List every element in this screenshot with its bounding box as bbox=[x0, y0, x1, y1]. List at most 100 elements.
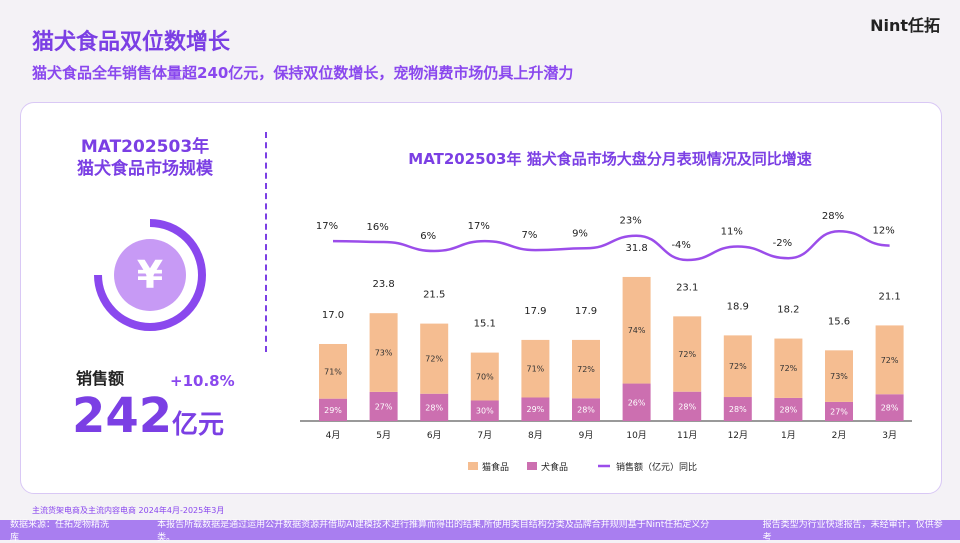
bar-cat bbox=[521, 339, 550, 398]
label-cat-share: 72% bbox=[577, 365, 595, 374]
line-yoy bbox=[332, 229, 890, 262]
bar-dog bbox=[825, 401, 853, 421]
label-dog-share: 29% bbox=[527, 405, 545, 414]
x-tick-label: 10月 bbox=[626, 430, 646, 441]
x-tick-label: 8月 bbox=[528, 430, 543, 441]
bar-cat bbox=[723, 335, 752, 398]
x-tick-label: 5月 bbox=[376, 430, 391, 441]
label-cat-share: 72% bbox=[678, 350, 696, 359]
svg-text:¥: ¥ bbox=[137, 253, 163, 297]
label-cat-share: 71% bbox=[324, 367, 342, 376]
label-dog-share: 26% bbox=[628, 398, 646, 407]
label-cat-share: 73% bbox=[375, 349, 393, 358]
bar-dog bbox=[470, 400, 499, 421]
label-yoy: -4% bbox=[671, 240, 690, 251]
x-tick-label: 11月 bbox=[677, 430, 697, 441]
label-total: 17.9 bbox=[524, 306, 546, 317]
market-size-title: MAT202503年 猫犬食品市场规模 bbox=[40, 136, 250, 180]
label-dog-share: 28% bbox=[729, 405, 747, 414]
divider bbox=[265, 132, 267, 352]
bar-dog bbox=[420, 393, 449, 421]
sales-value: 242 bbox=[72, 388, 173, 444]
label-yoy: 9% bbox=[572, 228, 588, 239]
label-total: 18.9 bbox=[727, 301, 749, 312]
bar-cat bbox=[319, 343, 347, 399]
label-cat-share: 71% bbox=[527, 365, 545, 374]
title-line-2: 猫犬食品市场规模 bbox=[77, 159, 213, 179]
label-dog-share: 28% bbox=[881, 404, 899, 413]
title-line-1: MAT202503年 bbox=[80, 137, 210, 157]
footer-disclaimer: 本报告所载数据是通过运用公开数据资源并借助AI建模技术进行推算而得出的结果,所使… bbox=[157, 520, 710, 543]
label-dog-share: 27% bbox=[375, 402, 393, 411]
label-yoy: 16% bbox=[366, 222, 388, 233]
bar-cat bbox=[825, 350, 853, 402]
label-total: 21.5 bbox=[423, 290, 445, 301]
label-yoy: 23% bbox=[619, 216, 641, 227]
label-cat-share: 72% bbox=[881, 356, 899, 365]
label-dog-share: 28% bbox=[577, 406, 595, 415]
chart-title: MAT202503年 猫犬食品市场大盘分月表现情况及同比增速 bbox=[408, 150, 812, 168]
label-yoy: 11% bbox=[721, 227, 743, 238]
label-total: 15.6 bbox=[828, 316, 850, 327]
bar-dog bbox=[369, 391, 398, 421]
label-dog-share: 27% bbox=[830, 407, 848, 416]
legend-label-cat: 猫食品 bbox=[482, 461, 509, 473]
bar-dog bbox=[774, 397, 803, 421]
legend-swatch-dog bbox=[527, 462, 537, 470]
label-yoy: 6% bbox=[420, 231, 436, 242]
x-tick-label: 4月 bbox=[326, 430, 341, 441]
label-total: 17.0 bbox=[322, 310, 344, 321]
x-tick-label: 6月 bbox=[427, 430, 442, 441]
sales-label: 销售额 bbox=[76, 369, 125, 388]
label-cat-share: 70% bbox=[476, 373, 494, 382]
x-tick-label: 12月 bbox=[728, 430, 748, 441]
label-total: 31.8 bbox=[625, 243, 647, 254]
bar-dog bbox=[572, 398, 600, 421]
bar-dog bbox=[521, 397, 550, 421]
x-tick-label: 1月 bbox=[781, 430, 796, 441]
page-title: 猫犬食品双位数增长 bbox=[32, 30, 231, 55]
bar-cat bbox=[774, 338, 803, 398]
bar-dog bbox=[723, 397, 752, 421]
label-yoy: 17% bbox=[468, 221, 490, 232]
label-cat-share: 72% bbox=[780, 364, 798, 373]
footer: 数据来源：任拓宠物精洗库 本报告所载数据是通过运用公开数据资源并借助AI建模技术… bbox=[0, 520, 960, 543]
bar-dog bbox=[622, 383, 651, 421]
label-dog-share: 30% bbox=[476, 407, 494, 416]
x-tick-label: 7月 bbox=[477, 430, 492, 441]
label-total: 23.8 bbox=[372, 279, 394, 290]
label-yoy: 12% bbox=[872, 226, 894, 237]
label-total: 15.1 bbox=[474, 319, 496, 330]
label-yoy: 7% bbox=[521, 230, 537, 241]
label-cat-share: 72% bbox=[729, 362, 747, 371]
bar-cat bbox=[369, 313, 398, 392]
label-cat-share: 73% bbox=[830, 372, 848, 381]
growth-rate: +10.8% bbox=[170, 372, 235, 390]
label-dog-share: 29% bbox=[324, 406, 342, 415]
sales-unit: 亿元 bbox=[172, 410, 225, 440]
label-cat-share: 74% bbox=[628, 326, 646, 335]
bar-cat bbox=[572, 339, 600, 399]
label-dog-share: 28% bbox=[780, 405, 798, 414]
legend-label-yoy: 销售额（亿元）同比 bbox=[616, 461, 697, 473]
bar-dog bbox=[673, 391, 702, 421]
page-subtitle: 猫犬食品全年销售体量超240亿元，保持双位数增长，宠物消费市场仍具上升潜力 bbox=[32, 64, 574, 82]
x-tick-label: 9月 bbox=[579, 430, 594, 441]
label-cat-share: 72% bbox=[425, 355, 443, 364]
label-yoy: -2% bbox=[773, 238, 792, 249]
label-total: 21.1 bbox=[878, 291, 900, 302]
legend-swatch-cat bbox=[468, 462, 478, 470]
logo: Nint任拓 bbox=[870, 16, 940, 35]
chart: 29% 71% 17.0 4月 17% 27% 73% 23.8 5月 16% 28% 72% 21.5… bbox=[300, 211, 912, 473]
label-dog-share: 28% bbox=[678, 402, 696, 411]
x-tick-label: 3月 bbox=[882, 430, 897, 441]
footer-source: 数据来源：任拓宠物精洗库 bbox=[10, 520, 110, 543]
footer-type: 报告类型为行业快速报告，未经审计，仅供参考 bbox=[762, 520, 943, 543]
label-total: 23.1 bbox=[676, 282, 698, 293]
bar-cat bbox=[622, 276, 651, 384]
bar-dog bbox=[875, 394, 904, 421]
yuan-icon: ¥ bbox=[94, 219, 206, 331]
bar-cat bbox=[470, 352, 499, 401]
legend-label-dog: 犬食品 bbox=[541, 461, 568, 473]
label-total: 17.9 bbox=[575, 306, 597, 317]
